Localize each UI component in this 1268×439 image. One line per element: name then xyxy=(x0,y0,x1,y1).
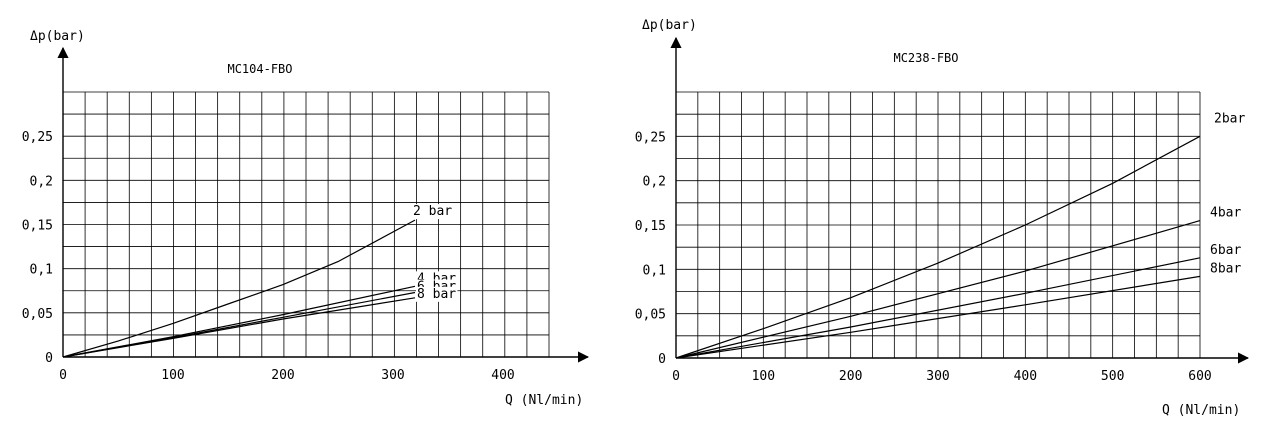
x-tick-label: 400 xyxy=(491,368,514,383)
x-tick-label: 400 xyxy=(1014,369,1037,384)
y-tick-labels: 0 0,05 0,1 0,15 0,2 0,25 xyxy=(635,130,666,367)
x-tick-labels: 0 100 200 300 400 500 600 xyxy=(672,369,1212,384)
series-label: 6bar xyxy=(1210,243,1241,258)
chart-title: MC104-FBO xyxy=(227,62,292,76)
y-tick-label: 0,25 xyxy=(635,130,666,145)
x-tick-label: 0 xyxy=(672,369,680,384)
x-tick-labels: 0 100 200 300 400 xyxy=(59,368,515,383)
grid xyxy=(62,91,550,358)
curve-labels: 2bar 4bar 6bar 8bar xyxy=(1210,111,1245,276)
series-line-6bar xyxy=(62,291,416,358)
series-line-2bar xyxy=(62,219,416,358)
y-tick-label: 0,05 xyxy=(22,307,53,322)
x-tick-label: 600 xyxy=(1188,369,1211,384)
y-axis-label: Δp(bar) xyxy=(30,29,85,44)
axes xyxy=(57,46,590,363)
chart-title: MC238-FBO xyxy=(893,51,958,65)
series-label: 2 bar xyxy=(413,204,452,219)
series-group xyxy=(62,219,416,358)
series-label: 8bar xyxy=(1210,261,1241,276)
y-tick-labels: 0 0,05 0,1 0,15 0,2 0,25 xyxy=(22,130,53,366)
series-line-2bar xyxy=(675,135,1201,359)
series-line-6bar xyxy=(675,257,1201,359)
y-tick-label: 0 xyxy=(658,352,666,367)
series-label-bg xyxy=(412,204,454,220)
y-tick-label: 0,2 xyxy=(30,174,53,189)
y-tick-label: 0,15 xyxy=(635,219,666,234)
y-tick-label: 0,2 xyxy=(643,175,666,190)
y-tick-label: 0,15 xyxy=(22,219,53,234)
x-tick-label: 300 xyxy=(926,369,949,384)
series-label: 4bar xyxy=(1210,206,1241,221)
y-tick-label: 0,25 xyxy=(22,130,53,145)
y-tick-label: 0 xyxy=(45,351,53,366)
chart-mc104: 0 100 200 300 400 0 0,05 0,1 0,15 0,2 0,25 2 bar4… xyxy=(22,29,590,408)
x-axis-label: Q (Nl/min) xyxy=(505,393,583,408)
x-axis-label: Q (Nl/min) xyxy=(1162,403,1240,418)
x-tick-label: 500 xyxy=(1101,369,1124,384)
series-line-4bar xyxy=(675,220,1201,359)
y-tick-label: 0,1 xyxy=(30,263,53,278)
x-tick-label: 100 xyxy=(161,368,184,383)
x-tick-label: 0 xyxy=(59,368,67,383)
series-label: 8 bar xyxy=(417,287,456,302)
axes xyxy=(670,36,1250,364)
chart-mc238: 0 100 200 300 400 500 600 00,050,10,150,20,25 … xyxy=(635,18,1250,418)
x-tick-label: 200 xyxy=(839,369,862,384)
y-axis-label: Δp(bar) xyxy=(642,18,697,33)
grid xyxy=(675,91,1201,359)
series-line-8bar xyxy=(62,297,416,358)
series-label-bg xyxy=(416,286,458,302)
x-tick-label: 100 xyxy=(752,369,775,384)
series-label: 2bar xyxy=(1214,111,1245,126)
x-tick-label: 300 xyxy=(381,368,404,383)
x-tick-label: 200 xyxy=(271,368,294,383)
series-line-4bar xyxy=(62,285,416,358)
series-group xyxy=(675,135,1201,359)
y-tick-label: 0,1 xyxy=(643,263,666,278)
series-line-8bar xyxy=(675,275,1201,359)
y-tick-label: 0,05 xyxy=(635,308,666,323)
